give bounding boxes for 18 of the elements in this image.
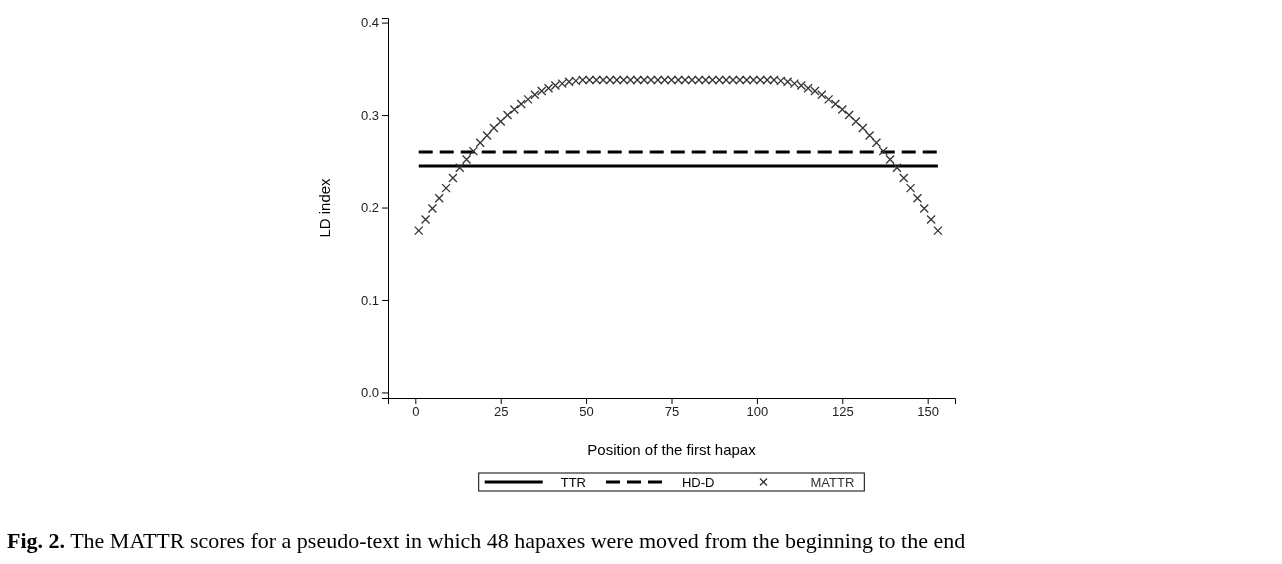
y-tick-label: 0.3 (360, 107, 379, 123)
x-tick-label: 50 (579, 404, 594, 420)
x-tick-label: 125 (831, 404, 854, 420)
x-axis-title: Position of the first hapax (587, 441, 757, 458)
legend-label: TTR (560, 475, 586, 490)
y-tick-label: 0.2 (360, 200, 379, 216)
x-tick-label: 150 (917, 404, 940, 420)
x-tick-label: 75 (664, 404, 680, 420)
caption: Fig. 2. The MATTR scores for a pseudo-text in which 48 hapaxes were moved from the beginning to the end (7, 528, 966, 553)
x-tick-label: 0 (412, 404, 420, 420)
y-tick-label: 0.1 (360, 292, 379, 308)
x-tick-label: 25 (493, 404, 509, 420)
y-tick-label: 0.4 (360, 15, 379, 31)
x-tick-label: 100 (746, 404, 769, 420)
text: MATTR (810, 475, 855, 490)
y-axis-title: LD index (316, 177, 333, 238)
legend-label: HD-D (681, 475, 715, 490)
y-tick-label: 0.0 (360, 385, 379, 401)
